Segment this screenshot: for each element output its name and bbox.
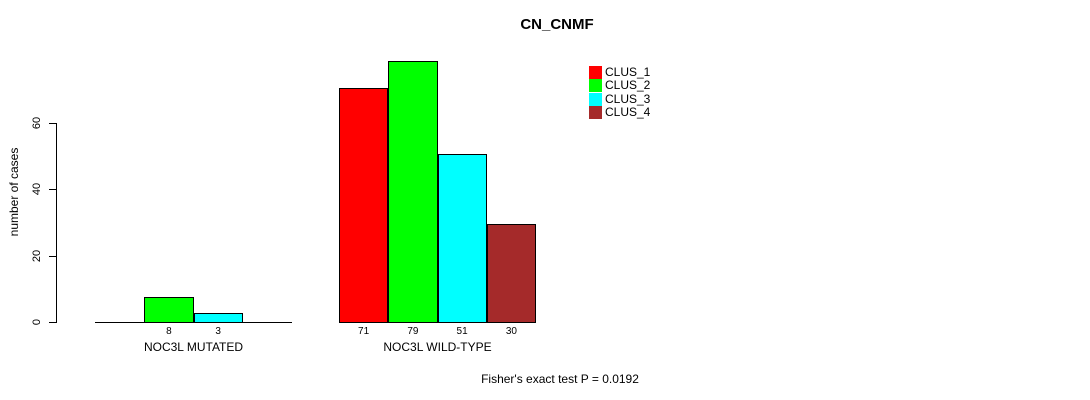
legend-swatch-clus_3 <box>589 92 602 106</box>
bar-clus_1-wildtype <box>339 87 389 323</box>
legend-label-clus_1: CLUS_1 <box>605 65 651 79</box>
legend-label-clus_3: CLUS_3 <box>605 91 651 106</box>
legend-swatch-clus_4 <box>589 105 602 119</box>
x-category-label-wildtype: NOC3L WILD-TYPE <box>383 340 492 354</box>
bar-value-label: 3 <box>215 326 221 337</box>
bar-clus_2-mutated <box>144 296 194 323</box>
bar-value-label: 71 <box>358 326 370 337</box>
bar-value-label: 30 <box>505 326 517 337</box>
footer-stat-text: Fisher's exact test P = 0.0192 <box>481 372 639 386</box>
legend-swatch-clus_2 <box>589 79 602 93</box>
bar-clus_3-mutated <box>193 313 243 324</box>
legend-label-clus_2: CLUS_2 <box>605 78 651 93</box>
y-tick-label: 60 <box>31 116 43 130</box>
legend-swatch-clus_1 <box>589 66 602 79</box>
y-tick-label: 40 <box>31 183 43 196</box>
y-tick-label: 0 <box>31 318 43 326</box>
bar-clus_4-wildtype <box>486 223 537 323</box>
legend-label-clus_4: CLUS_4 <box>605 104 651 119</box>
bar-clus_3-wildtype <box>437 153 487 323</box>
y-tick-mark <box>49 255 56 257</box>
chart-title: CN_CNMF <box>520 16 594 33</box>
bar-value-label: 51 <box>456 326 468 337</box>
y-axis-line <box>56 123 57 323</box>
y-axis-label: number of cases <box>7 147 21 237</box>
bar-value-label: 8 <box>166 326 172 337</box>
x-category-label-mutated: NOC3L MUTATED <box>143 340 244 354</box>
y-tick-mark <box>49 189 56 191</box>
y-tick-label: 20 <box>31 249 43 262</box>
y-tick-mark <box>49 322 56 323</box>
bar-value-label: 79 <box>407 326 419 337</box>
bar-clus_2-wildtype <box>388 61 438 323</box>
y-tick-mark <box>49 123 56 124</box>
